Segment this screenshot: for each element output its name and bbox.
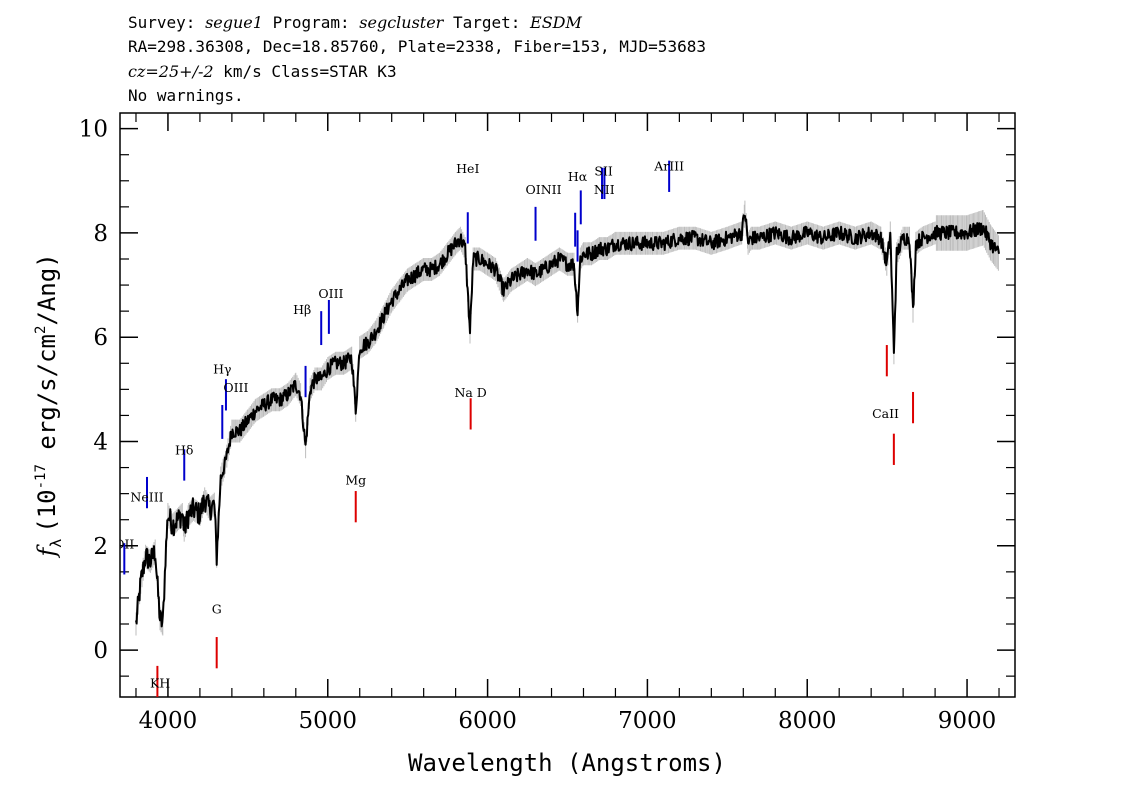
line-label-hγ: Hγ [213, 362, 231, 377]
x-tick-label: 4000 [139, 708, 198, 734]
y-tick-label: 8 [93, 221, 108, 247]
line-label-nii: NII [594, 182, 615, 197]
line-label-mg: Mg [345, 472, 366, 487]
header-warnings-line: No warnings. [128, 86, 244, 105]
header-survey-line: Survey: segue1 Program: segcluster Targe… [128, 13, 583, 32]
axis-tick-labels: 4000 5000 6000 7000 8000 9000 0 2 4 6 8 10 [79, 117, 997, 734]
line-label-neiii: NeIII [130, 489, 163, 504]
y-tick-label: 6 [93, 325, 108, 351]
y-axis-title-exp2: 2 [33, 326, 49, 334]
line-label-hβ: Hβ [293, 302, 311, 317]
line-label-hei: HeI [456, 161, 479, 176]
header-coords-line: RA=298.36308, Dec=18.85760, Plate=2338, … [128, 37, 706, 56]
x-tick-label: 5000 [298, 708, 357, 734]
line-label-g: G [212, 602, 222, 617]
line-label-hδ: Hδ [175, 443, 193, 458]
y-axis-title-mid: erg/s/cm [33, 334, 61, 464]
header-line3-part-0: cz=25+/-2 [128, 62, 214, 81]
header-line1-part-1: segue1 [205, 13, 263, 32]
x-tick-label: 9000 [938, 708, 997, 734]
line-label-ariii: ArIII [653, 158, 684, 173]
line-label-oinii: OINII [526, 182, 562, 197]
x-tick-label: 6000 [458, 708, 517, 734]
line-label-kh: KH [150, 676, 170, 691]
line-label-na-d: Na D [454, 385, 486, 400]
line-label-oiii: OIII [318, 286, 343, 301]
x-tick-label: 7000 [618, 708, 677, 734]
line-label-oii: OII [114, 536, 134, 551]
line-label-hα: Hα [568, 169, 588, 184]
line-label-caii: CaII [872, 406, 899, 421]
y-tick-label: 0 [93, 638, 108, 664]
y-axis-title-lambda: λ [47, 539, 65, 548]
header-line1-part-0: Survey: [128, 13, 205, 32]
line-label-sii: SII [594, 164, 613, 179]
plot-frame [119, 112, 1016, 698]
y-tick-label: 2 [93, 534, 108, 560]
spectral-line-labels: OII NeIII Hδ Hγ OIII Hβ OIII HeI OINII Hα SII NII Ar… [114, 158, 899, 691]
header-line1-part-3: segcluster [359, 13, 444, 32]
axis-ticks [120, 113, 1015, 697]
header-line1-part-5: ESDM [529, 13, 582, 32]
x-tick-label: 8000 [778, 708, 837, 734]
y-tick-label: 10 [79, 117, 108, 143]
y-tick-label: 4 [93, 430, 108, 456]
header-redshift-line: cz=25+/-2 km/s Class=STAR K3 [128, 62, 397, 81]
line-label-oiii: OIII [223, 380, 248, 395]
header-line1-part-4: Target: [443, 13, 530, 32]
flux-line [135, 214, 1000, 628]
header-line3-part-1: km/s Class=STAR K3 [214, 62, 397, 81]
plot-header: Survey: segue1 Program: segcluster Targe… [128, 13, 706, 105]
y-axis-title-pre: (10 [33, 489, 61, 532]
y-axis-title-post: /Ang) [33, 253, 61, 325]
svg-text:fλ(10-17 erg/s/cm2/Ang): fλ(10-17 erg/s/cm2/Ang) [33, 253, 65, 558]
y-axis-title: fλ(10-17 erg/s/cm2/Ang) [33, 253, 65, 558]
x-axis-title: Wavelength (Angstroms) [408, 749, 726, 777]
header-line1-part-2: Program: [263, 13, 359, 32]
spectral-line-markers [123, 160, 915, 697]
y-axis-title-exp1: -17 [33, 464, 49, 489]
